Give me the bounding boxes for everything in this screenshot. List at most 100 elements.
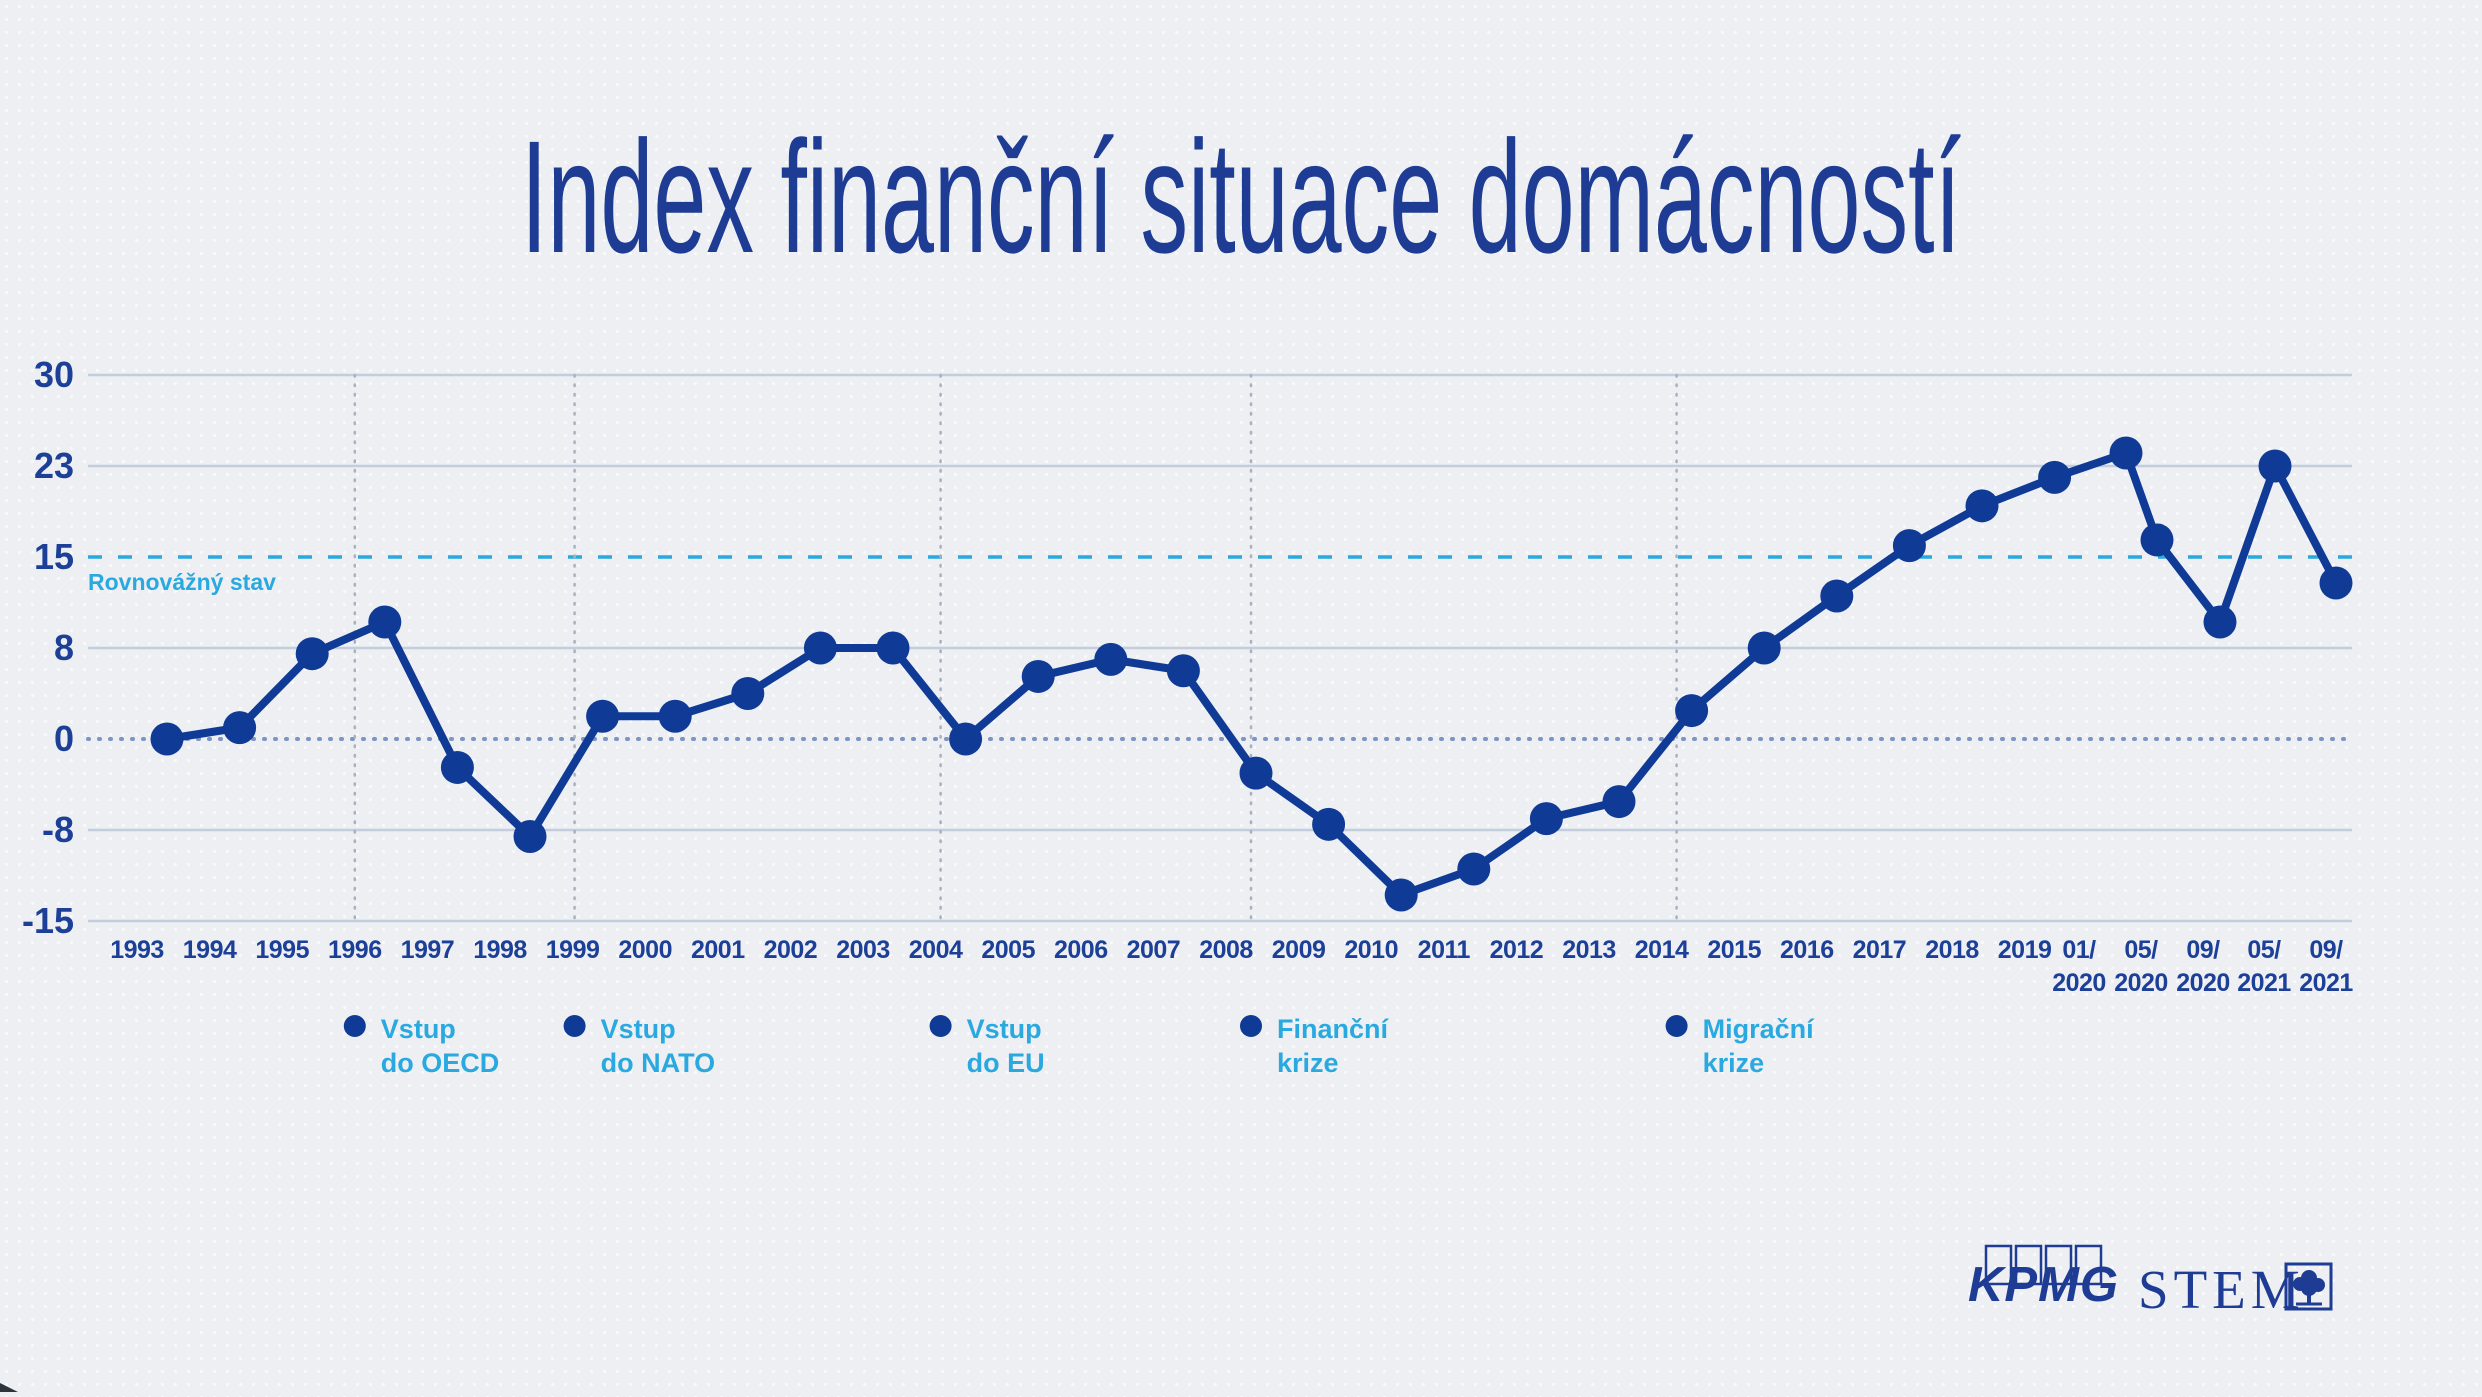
annotation-2008: Finanční krize: [1277, 1014, 1390, 1078]
data-point-2013: [1602, 785, 1636, 819]
annotation-2014: Migrační krize: [1703, 1014, 1816, 1078]
page-title: Index finanční situace domácností: [521, 107, 1961, 286]
x-tick-2004: 2004: [909, 936, 963, 964]
x-tick-2006: 2006: [1054, 936, 1108, 964]
x-tick-2005: 2005: [981, 936, 1035, 964]
data-point-09-2021: [2319, 566, 2353, 600]
y-tick-0: 0: [54, 718, 74, 759]
data-point-2018: [1965, 489, 1999, 523]
x-axis-labels: 1993 1994 1995 1996 1997 1998 1999 2000 2001 2002…: [110, 936, 2354, 997]
corner-mark: [0, 1383, 18, 1392]
x-tick-1993: 1993: [110, 936, 164, 964]
x-tick-2010: 2010: [1344, 936, 1398, 964]
y-axis-labels: 30 23 15 8 0 -8 -15: [22, 354, 74, 941]
data-point-2009: [1312, 807, 1346, 841]
annotation-bullet-icon: [929, 1015, 952, 1037]
x-tick-2000: 2000: [618, 936, 672, 964]
kpmg-logo: KPMG: [1968, 1244, 2119, 1312]
data-point-2005: [1021, 659, 1055, 693]
gridlines: [86, 373, 2354, 923]
kpmg-rect-1: [1984, 1244, 2013, 1286]
x-tick-1998: 1998: [473, 936, 527, 964]
x-tick-01-2020: 01/2020: [2052, 936, 2106, 997]
stem-logo-frame: [2284, 1262, 2333, 1311]
y-tick-15: 15: [34, 536, 74, 577]
tree-icon: [2293, 1270, 2325, 1306]
x-tick-2015: 2015: [1707, 936, 1761, 964]
data-point-1995: [295, 637, 329, 671]
data-point-05-2020: [2140, 523, 2174, 557]
x-tick-1999: 1999: [546, 936, 600, 964]
data-point-2019: [2038, 460, 2072, 494]
stem-logo: STEM: [2138, 1259, 2333, 1320]
x-tick-2009: 2009: [1272, 936, 1326, 964]
data-point-2010: [1384, 878, 1418, 912]
x-tick-2014: 2014: [1635, 936, 1689, 964]
x-tick-2012: 2012: [1490, 936, 1544, 964]
annotation-1996: Vstup do OECD: [381, 1014, 500, 1078]
x-tick-2008: 2008: [1199, 936, 1253, 964]
data-point-2002: [803, 631, 837, 665]
data-point-2015: [1747, 631, 1781, 665]
data-point-05-2021: [2258, 449, 2292, 483]
x-tick-09-2020: 09/2020: [2176, 936, 2230, 997]
kpmg-rect-3: [2044, 1244, 2073, 1286]
annotation-bullet-icon: [343, 1015, 366, 1037]
y-tick--15: -15: [22, 900, 74, 941]
annotation-guide-lines: [353, 373, 1678, 923]
data-point-2012: [1529, 802, 1563, 836]
data-point-01-2020: [2109, 436, 2143, 470]
data-point-1993: [150, 722, 184, 756]
data-point-2007: [1166, 654, 1200, 688]
data-point-1998: [513, 820, 547, 853]
x-tick-1996: 1996: [328, 936, 382, 964]
data-point-1999: [586, 699, 620, 733]
x-tick-2019: 2019: [1998, 936, 2052, 964]
equilibrium-label: Rovnovážný stav: [88, 569, 276, 595]
x-tick-09-2021: 09/2021: [2299, 936, 2353, 997]
data-point-09-2020: [2203, 605, 2237, 639]
data-point-2017: [1892, 529, 1926, 563]
x-tick-05-2020: 05/2020: [2114, 936, 2168, 997]
x-tick-2003: 2003: [836, 936, 890, 964]
data-point-2006: [1094, 642, 1128, 676]
annotation-2004: Vstup do EU: [967, 1014, 1045, 1078]
annotation-bullet-icon: [1665, 1015, 1688, 1037]
x-tick-2013: 2013: [1562, 936, 1616, 964]
x-tick-2001: 2001: [691, 936, 745, 964]
x-tick-2018: 2018: [1925, 936, 1979, 964]
annotation-1999: Vstup do NATO: [601, 1014, 716, 1078]
data-point-2008: [1239, 756, 1273, 790]
x-tick-05-2021: 05/2021: [2237, 936, 2291, 997]
x-tick-1995: 1995: [255, 936, 309, 964]
event-annotations: Vstup do OECD Vstup do NATO Vstup do EU Finanč…: [343, 1014, 1816, 1078]
x-tick-2016: 2016: [1780, 936, 1834, 964]
stem-wordmark: STEM: [2138, 1259, 2305, 1320]
data-point-2000: [658, 699, 692, 733]
data-point-2014: [1675, 694, 1709, 728]
kpmg-rect-4: [2074, 1244, 2103, 1286]
index-line-series: [150, 436, 2353, 912]
data-point-1996: [368, 605, 402, 639]
data-point-1997: [440, 750, 474, 784]
x-tick-2002: 2002: [764, 936, 818, 964]
data-point-2003: [876, 631, 910, 665]
data-point-2004: [949, 722, 983, 756]
annotation-bullet-icon: [1240, 1015, 1262, 1037]
kpmg-rect-2: [2014, 1244, 2043, 1286]
x-tick-1997: 1997: [401, 936, 455, 964]
x-tick-1994: 1994: [183, 936, 237, 964]
y-tick-8: 8: [54, 627, 74, 668]
x-tick-2017: 2017: [1853, 936, 1907, 964]
data-point-2011: [1457, 852, 1491, 886]
y-tick--8: -8: [42, 809, 74, 850]
annotation-bullet-icon: [563, 1015, 586, 1037]
data-point-2016: [1820, 579, 1854, 613]
y-tick-30: 30: [34, 354, 74, 395]
data-point-1994: [223, 711, 257, 745]
x-tick-2011: 2011: [1418, 936, 1471, 964]
data-point-2001: [731, 677, 765, 710]
x-tick-2007: 2007: [1127, 936, 1181, 964]
kpmg-wordmark: KPMG: [1968, 1258, 2119, 1312]
